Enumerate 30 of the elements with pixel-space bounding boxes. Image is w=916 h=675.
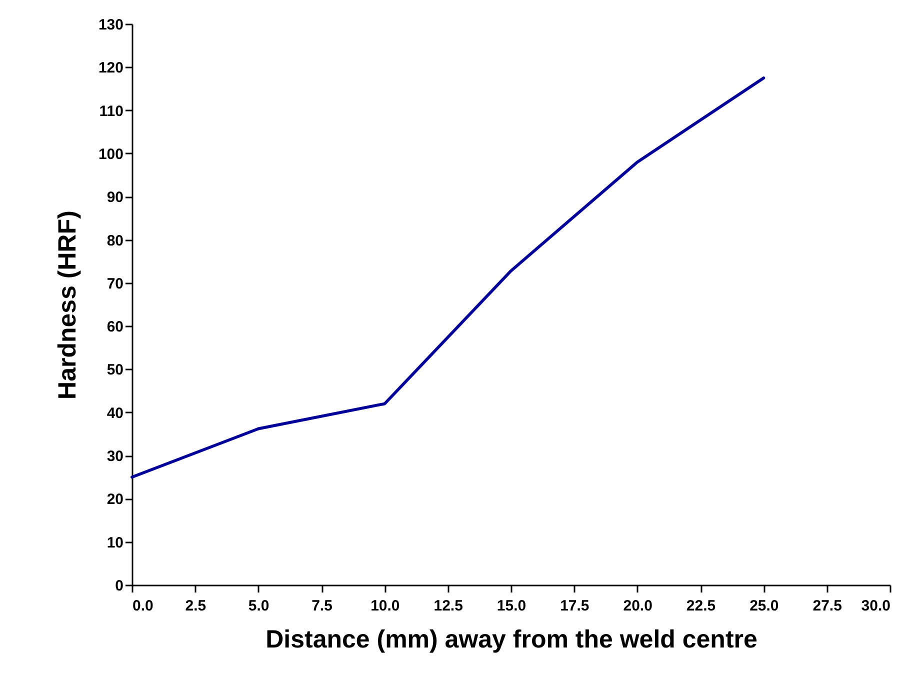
y-tick-label: 50 [106,362,124,379]
x-tick-label: 12.5 [434,598,463,614]
x-tick-label: 25.0 [750,598,779,614]
x-tick-label: 7.5 [312,598,332,614]
x-tick-label: 2.5 [185,598,206,614]
y-tick-label: 90 [106,189,124,206]
x-tick-label: 10.0 [370,598,400,614]
y-axis-title: Hardness (HRF) [53,210,82,400]
y-tick-label: 130 [98,16,124,34]
line-series [130,76,766,479]
y-tick-label: 100 [98,146,124,163]
y-tick-label: 70 [106,275,124,292]
x-tick-label: 0.0 [132,598,154,614]
y-tick-label: 60 [106,318,124,336]
y-tick-label: 120 [98,60,124,77]
x-tick-label: 20.0 [623,598,652,614]
y-tick-label: 110 [99,102,124,120]
x-tick-label: 30.0 [861,598,890,614]
x-tick-label: 17.5 [560,598,590,614]
y-tick-label: 30 [106,448,124,466]
x-tick-label: 27.5 [812,598,842,614]
x-tick-label: 22.5 [686,598,716,614]
x-tick-label: 5.0 [248,598,270,614]
y-tick-label: 10 [106,534,124,552]
x-axis-title: Distance (mm) away from the weld centre [266,626,758,654]
y-tick-label: 40 [106,404,124,422]
x-tick-label: 15.0 [496,598,526,614]
y-tick-label: 80 [106,232,124,250]
y-tick-label: 20 [106,491,124,508]
y-tick-label: 0 [115,578,124,594]
